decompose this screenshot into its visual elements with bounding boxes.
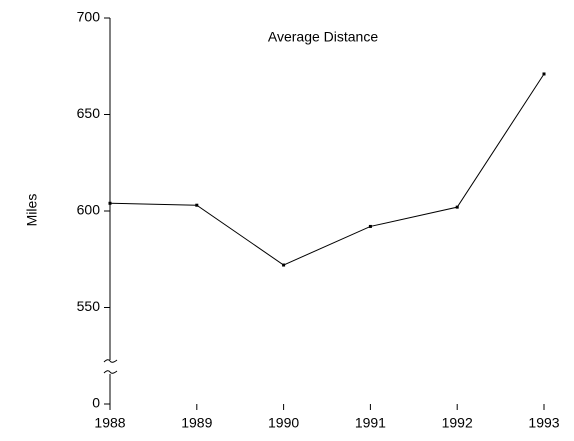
chart-title: Average Distance xyxy=(268,29,378,45)
y-axis xyxy=(103,18,118,404)
x-tick-label: 1993 xyxy=(528,415,559,431)
x-tick-label: 1992 xyxy=(442,415,473,431)
y-tick-label: 0 xyxy=(92,395,100,411)
x-tick-label: 1988 xyxy=(94,415,125,431)
point xyxy=(542,72,546,76)
point xyxy=(108,201,112,205)
y-axis-label: Miles xyxy=(24,194,40,227)
y-tick-label: 700 xyxy=(77,9,101,25)
y-tick-label: 650 xyxy=(77,105,101,121)
y-tick-label: 600 xyxy=(77,202,101,218)
x-tick-label: 1991 xyxy=(355,415,386,431)
point xyxy=(282,263,286,267)
point xyxy=(455,205,459,209)
point xyxy=(195,203,199,207)
x-tick-label: 1990 xyxy=(268,415,299,431)
x-tick-label: 1989 xyxy=(181,415,212,431)
line xyxy=(109,73,545,266)
point xyxy=(368,224,372,228)
y-tick-label: 550 xyxy=(77,298,101,314)
